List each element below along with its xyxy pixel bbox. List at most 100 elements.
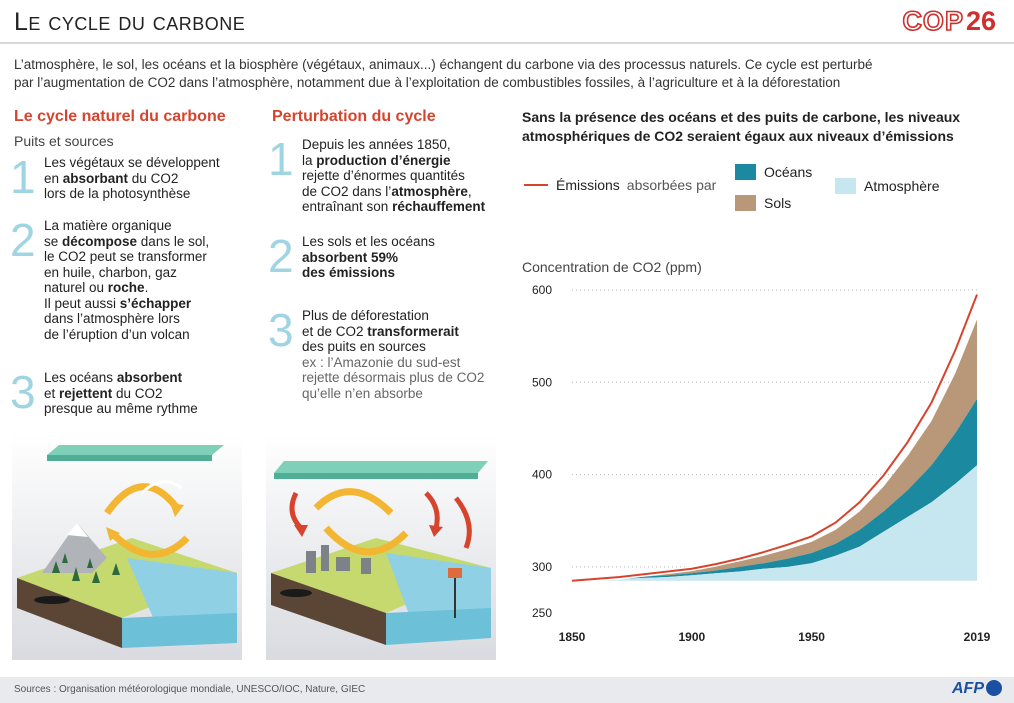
legend-oceans-label: Océans [764,164,813,180]
sols-area [572,319,977,581]
text-line: en huile, charbon, gaz [44,264,177,280]
atmosphere-swatch [835,178,856,194]
natural-item-3: 3 Les océans absorbent et rejettent du C… [10,369,260,417]
text-line: presque au même rythme [44,401,198,416]
oceans-swatch [735,164,756,180]
bold-span: absorbent 59% [302,249,399,265]
perturbation-heading: Perturbation du cycle [272,108,436,125]
bold-span: réchauffement [392,199,486,214]
legend-emissions-label: Émissions [556,177,620,193]
y-tick-label: 300 [532,560,552,574]
bold-span: atmosphère [391,183,468,199]
step-number: 3 [268,304,294,356]
co2-concentration-chart: 250 300 400 500 600 1850 1900 1950 2019 [532,283,991,644]
y-axis-label: Concentration de CO2 (ppm) [522,259,702,275]
y-tick-label: 500 [532,375,552,389]
chart-title-line-2: atmosphériques de CO2 seraient égaux aux… [522,128,954,144]
cop-logo-number: 26 [965,6,996,36]
perturbation-illustration [266,433,496,660]
text-line: Les sols et les océans [302,234,435,249]
text-span: entraînant son [302,199,393,214]
cop26-logo: COP26 [902,5,996,37]
step-number: 1 [10,151,36,203]
text-line: Plus de déforestation [302,308,429,323]
perturbation-item-3: 3 Plus de déforestation et de CO2 transf… [268,304,518,401]
x-tick-label: 2019 [964,630,991,644]
text-line: La matière organique [44,218,172,233]
afp-logo-dot [986,680,1002,696]
text-span: . [144,280,149,295]
bold-span: production d’énergie [316,152,451,168]
afp-logo-text: AFP [952,680,984,697]
bold-span: décompose [62,233,138,249]
legend-absorbed-by-label: absorbées par [626,177,717,193]
emissions-line [571,294,978,582]
page-title: Le cycle du carbone [14,8,246,36]
text-span: et [44,385,60,401]
emissions-line-swatch [524,184,548,186]
text-span: en [44,170,63,186]
intro-line-2: par l’augmentation de CO2 dans l’atmosph… [14,75,841,90]
sources-text: Sources : Organisation météorologique mo… [14,684,366,695]
text-line: rejette d’énormes quantités [302,168,465,183]
bold-span: des émissions [302,265,396,280]
bold-span: roche [107,280,145,295]
text-span: , [467,183,472,199]
bold-span: s’échapper [119,295,192,311]
perturbation-item-2: 2 Les sols et les océans absorbent 59% d… [268,230,518,282]
legend-sols: Sols [735,195,791,211]
legend-emissions: Émissions absorbées par [524,177,716,193]
y-tick-label: 400 [532,468,552,482]
x-tick-label: 1850 [559,630,586,644]
text-line: qu’elle n’en absorbe [302,385,423,401]
step-number: 1 [268,133,294,185]
text-span: naturel ou [44,280,108,295]
natural-cycle-illustration [12,433,242,660]
sols-swatch [735,195,756,211]
text-line: Les végétaux se développent [44,155,220,170]
step-number: 2 [268,230,294,282]
chart-title: Sans la présence des océans et des puits… [522,108,1002,146]
text-span: et de CO2 [302,323,368,339]
text-line: des puits en sources [302,339,426,354]
footer-bar [0,677,1014,703]
text-span: se [44,233,63,249]
text-line: rejette désormais plus de CO2 [302,370,485,385]
perturbation-item-1: 1 Depuis les années 1850, la production … [268,133,518,215]
y-tick-label: 600 [532,283,552,297]
afp-logo: AFP [952,680,1002,698]
bold-span: absorbent [116,370,183,385]
bold-span: rejettent [59,385,113,401]
natural-cycle-heading: Le cycle naturel du carbone [14,108,226,125]
header-divider [0,42,1014,44]
natural-cycle-subheading: Puits et sources [14,133,114,149]
atmosphere-area [572,465,977,581]
text-line: de l’éruption d’un volcan [44,326,190,342]
legend-oceans: Océans [735,164,812,180]
y-tick-label: 250 [532,606,552,620]
text-line: ex : l’Amazonie du sud-est [302,354,461,370]
text-span: la [302,152,317,168]
step-number: 2 [10,214,36,266]
legend-sols-label: Sols [764,195,792,211]
text-line: Depuis les années 1850, [302,137,451,152]
chart-title-line-1: Sans la présence des océans et des puits… [522,109,961,125]
cop-logo-text: COP [902,5,964,37]
natural-item-1: 1 Les végétaux se développent en absorba… [10,151,260,203]
oceans-area [572,398,977,581]
text-span: du CO2 [112,385,163,401]
x-tick-label: 1900 [678,630,705,644]
text-span: dans le sol, [137,233,210,249]
intro-line-1: L’atmosphère, le sol, les océans et la b… [14,57,873,72]
legend-atmosphere-label: Atmosphère [864,178,940,194]
bold-span: absorbant [62,170,129,186]
legend-atmosphere: Atmosphère [835,178,939,194]
bold-span: transformerait [367,323,459,339]
intro-text: L’atmosphère, le sol, les océans et la b… [14,56,974,92]
x-tick-label: 1950 [798,630,825,644]
text-line: le CO2 peut se transformer [44,249,207,264]
text-line: lors de la photosynthèse [44,186,191,201]
text-line: dans l’atmosphère lors [44,311,180,326]
text-span: de CO2 dans l’ [302,183,392,199]
text-span: Les océans [44,370,117,385]
